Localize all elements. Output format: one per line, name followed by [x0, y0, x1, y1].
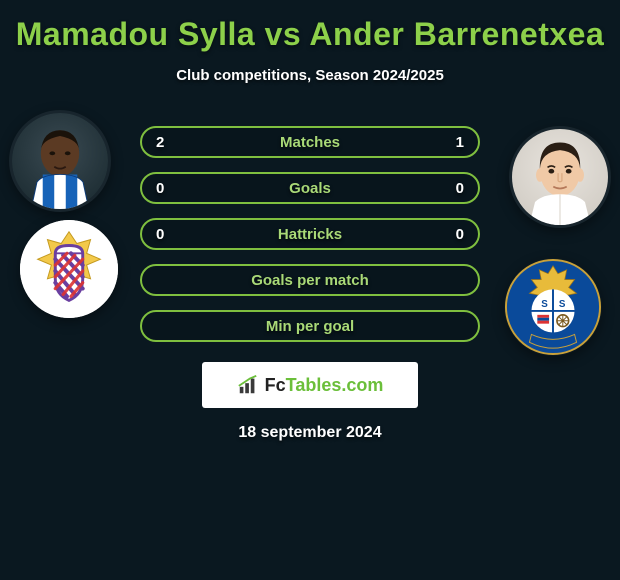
stat-right-value: 0 — [456, 226, 464, 243]
stat-row: 0 Goals 0 — [140, 172, 480, 204]
stat-label: Min per goal — [266, 318, 354, 335]
stat-left-value: 0 — [156, 180, 164, 197]
stat-list: 2 Matches 1 0 Goals 0 0 Hattricks 0 Goal… — [140, 126, 480, 342]
stat-left-value: 0 — [156, 226, 164, 243]
watermark-suffix: Tables.com — [286, 375, 384, 395]
subtitle: Club competitions, Season 2024/2025 — [0, 67, 620, 84]
date-text: 18 september 2024 — [0, 424, 620, 442]
stat-row: 2 Matches 1 — [140, 126, 480, 158]
bar-chart-icon — [237, 374, 259, 396]
club-left-crest — [20, 220, 118, 318]
stat-left-value: 2 — [156, 134, 164, 151]
crest-icon — [20, 220, 118, 318]
stat-row: Goals per match — [140, 264, 480, 296]
stat-label: Goals per match — [251, 272, 369, 289]
stat-label: Matches — [280, 134, 340, 151]
stat-right-value: 0 — [456, 180, 464, 197]
svg-text:S: S — [541, 299, 548, 310]
page-title: Mamadou Sylla vs Ander Barrenetxea — [0, 16, 620, 53]
player-face-icon — [512, 129, 608, 225]
crest-icon: S S — [504, 258, 602, 356]
club-right-crest: S S — [504, 258, 602, 356]
stat-row: Min per goal — [140, 310, 480, 342]
stat-label: Hattricks — [278, 226, 342, 243]
player-right-portrait — [509, 126, 611, 228]
stat-row: 0 Hattricks 0 — [140, 218, 480, 250]
player-face-icon — [12, 113, 108, 209]
stat-right-value: 1 — [456, 134, 464, 151]
watermark-text: FcTables.com — [265, 375, 384, 396]
watermark-prefix: Fc — [265, 375, 286, 395]
svg-text:S: S — [559, 299, 566, 310]
infographic-container: Mamadou Sylla vs Ander Barrenetxea Club … — [0, 0, 620, 580]
stat-label: Goals — [289, 180, 331, 197]
watermark-badge: FcTables.com — [202, 362, 418, 408]
player-left-portrait — [9, 110, 111, 212]
